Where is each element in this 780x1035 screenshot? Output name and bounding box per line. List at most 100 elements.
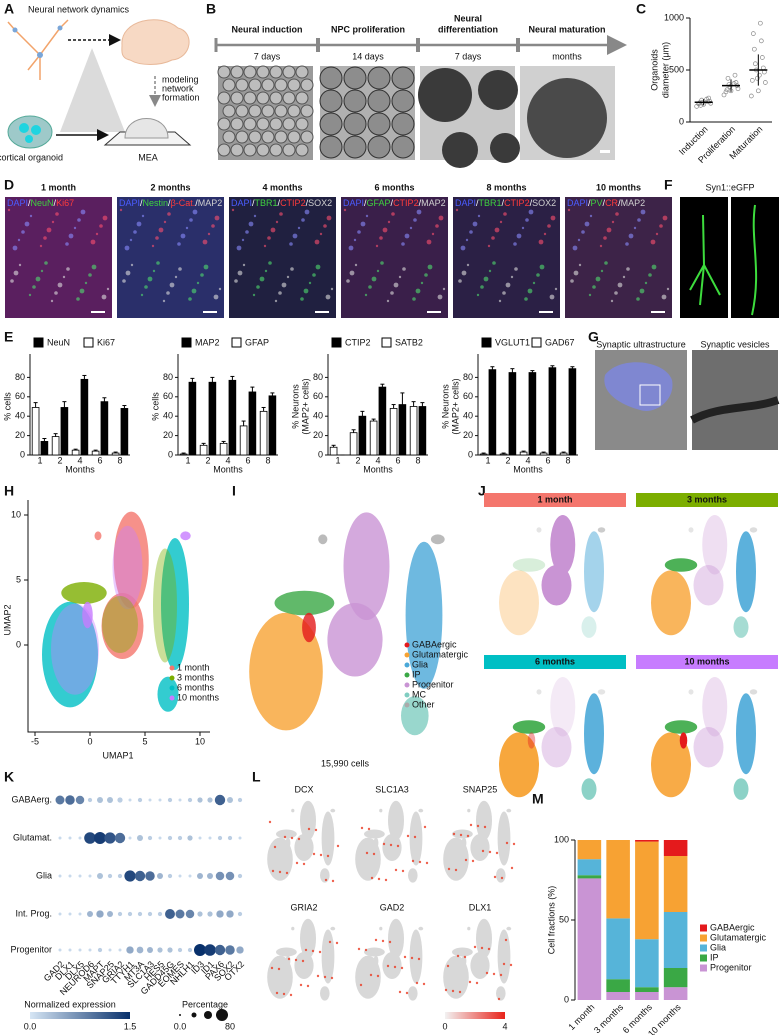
- expr-speck: [451, 989, 455, 993]
- diameter-point: [749, 78, 755, 83]
- diameter-point: [762, 80, 768, 85]
- cell-sphere: [235, 78, 249, 92]
- micro-speck: [460, 245, 466, 251]
- legend-label: GABAergic: [710, 922, 755, 932]
- diameter-point: [748, 93, 754, 99]
- micro-speck: [300, 297, 304, 301]
- expr-speck: [275, 991, 279, 995]
- micro-speck: [466, 263, 470, 267]
- expr-speck: [423, 825, 427, 829]
- umap-cluster: [418, 926, 424, 931]
- expr-speck: [493, 875, 497, 879]
- umap-cluster: [330, 808, 336, 813]
- umap-cluster: [180, 531, 191, 541]
- expression-dot: [217, 835, 223, 841]
- expr-speck: [316, 974, 320, 978]
- panel-g-images: [595, 350, 780, 450]
- stain-marker: MAP2: [198, 198, 223, 208]
- micro-speck: [50, 299, 54, 303]
- umap-cluster: [664, 558, 698, 572]
- size-key: [204, 1011, 212, 1019]
- expr-speck: [447, 867, 451, 871]
- expression-dot: [157, 911, 163, 917]
- micro-speck: [326, 215, 332, 221]
- legend-swatch: [83, 337, 94, 348]
- micro-speck: [412, 297, 416, 301]
- micro-speck: [270, 227, 276, 233]
- cell-sphere: [230, 117, 244, 131]
- micro-speck: [281, 282, 287, 288]
- expr-speck: [382, 842, 386, 846]
- cell-sphere: [295, 117, 309, 131]
- y-tick-label: 100: [554, 834, 569, 844]
- stain-marker: DAPI: [231, 198, 252, 208]
- row-label: GABAerg.: [11, 794, 52, 804]
- x-tick-label: 6: [545, 455, 550, 465]
- y-tick-label: 80: [15, 372, 25, 382]
- y-tick-label: 40: [163, 411, 173, 421]
- colorbar: [445, 1012, 505, 1019]
- micro-speck: [32, 285, 36, 289]
- x-tick-label: 8: [117, 455, 122, 465]
- umap-cluster: [249, 612, 323, 731]
- scale-bar: [427, 311, 441, 313]
- micro-speck: [163, 220, 167, 224]
- legend-title: Percentage: [182, 999, 228, 1009]
- timepoint-title: 10 months: [684, 656, 729, 666]
- stain-separator: /: [364, 198, 367, 208]
- micro-speck: [650, 239, 656, 245]
- micro-speck: [424, 273, 428, 277]
- micro-speck: [483, 276, 489, 282]
- expression-dot: [68, 836, 72, 840]
- expr-speck: [386, 964, 390, 968]
- umap-cluster: [161, 538, 189, 670]
- stain-marker: TBR1: [255, 198, 278, 208]
- size-tick: 0.0: [174, 1021, 187, 1031]
- bar: [31, 407, 40, 456]
- cell-sphere: [248, 104, 262, 118]
- cell-sphere: [230, 143, 244, 157]
- umap-cluster: [382, 952, 402, 979]
- stain-separator: /: [54, 198, 57, 208]
- micro-speck: [611, 220, 615, 224]
- expr-speck: [425, 861, 429, 865]
- micro-speck: [203, 264, 209, 270]
- micro-speck: [614, 291, 618, 295]
- micro-speck: [236, 245, 242, 251]
- gene-title: GAD2: [380, 902, 405, 912]
- row-label: Glia: [36, 870, 52, 880]
- micro-speck: [648, 273, 652, 277]
- expr-speck: [367, 827, 371, 831]
- cell-sphere: [222, 130, 236, 144]
- micro-speck: [297, 226, 301, 230]
- expr-speck: [372, 852, 376, 856]
- umap-cluster: [364, 829, 385, 839]
- micro-speck: [303, 288, 309, 294]
- legend-dot: [404, 702, 410, 708]
- micro-speck: [625, 242, 629, 246]
- diameter-point: [755, 88, 761, 94]
- expression-dot: [167, 873, 173, 879]
- micro-speck: [245, 230, 249, 234]
- expr-speck: [268, 820, 272, 824]
- micro-speck: [180, 233, 186, 239]
- bar: [499, 453, 508, 456]
- expression-dot: [58, 912, 62, 916]
- y-tick-label: 1000: [664, 12, 684, 22]
- diameter-point: [704, 96, 710, 102]
- legend-title: Normalized expression: [24, 999, 116, 1009]
- cell-sphere: [243, 143, 257, 157]
- expression-dot: [58, 836, 62, 840]
- bar-segment: [635, 992, 659, 1000]
- bar: [539, 452, 548, 456]
- expr-speck: [324, 878, 328, 882]
- y-axis-label: (MAP2+ cells): [450, 378, 460, 434]
- micro-speck: [162, 299, 166, 303]
- micro-speck: [498, 299, 502, 303]
- expr-speck: [446, 964, 450, 968]
- micrograph: [453, 197, 560, 318]
- umap-cluster: [102, 596, 138, 653]
- timepoint-title: 6 months: [374, 182, 414, 192]
- expression-dot: [136, 946, 144, 954]
- cell-sphere: [217, 91, 231, 105]
